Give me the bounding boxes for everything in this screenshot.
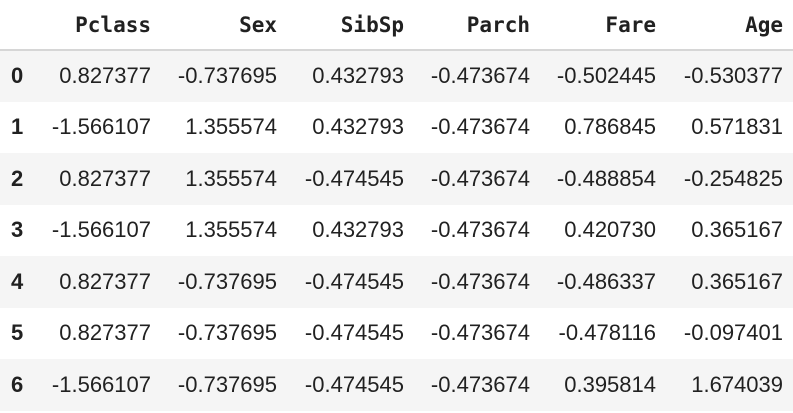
table-row: 3 -1.566107 1.355574 0.432793 -0.473674 … [0,205,793,257]
cell-parch: -0.473674 [430,371,530,397]
cell-fare: -0.478116 [558,320,656,346]
row-index: 0 [11,63,24,89]
cell-sibsp: 0.432793 [312,217,404,243]
header-sibsp: SibSp [287,0,414,51]
cell-sex: -0.737695 [177,268,277,294]
cell-pclass: -1.566107 [51,371,151,397]
cell-sex: -0.737695 [177,371,277,397]
cell-age: -0.254825 [683,165,783,191]
cell-pclass: 0.827377 [59,320,151,346]
cell-sibsp: -0.474545 [304,371,404,397]
header-age: Age [666,0,793,51]
cell-sibsp: -0.474545 [304,165,404,191]
cell-pclass: -1.566107 [51,217,151,243]
row-index: 3 [11,217,24,243]
cell-sibsp: 0.432793 [312,63,404,89]
table-body: 0 0.827377 -0.737695 0.432793 -0.473674 … [0,50,793,411]
table-row: 6 -1.566107 -0.737695 -0.474545 -0.47367… [0,359,793,411]
cell-fare: -0.502445 [556,63,656,89]
cell-fare: 0.420730 [564,217,656,243]
cell-age: 0.365167 [691,217,783,243]
cell-parch: -0.473674 [430,320,530,346]
cell-sibsp: 0.432793 [312,114,404,140]
cell-age: 1.674039 [691,371,783,397]
cell-fare: 0.395814 [564,371,656,397]
table-row: 1 -1.566107 1.355574 0.432793 -0.473674 … [0,102,793,154]
row-index: 4 [11,268,24,294]
cell-fare: -0.488854 [556,165,656,191]
cell-fare: 0.786845 [564,114,656,140]
cell-age: -0.097401 [683,320,783,346]
cell-parch: -0.473674 [430,217,530,243]
row-index: 6 [11,371,24,397]
header-parch: Parch [414,0,540,51]
cell-age: -0.530377 [683,63,783,89]
table-header: Pclass Sex SibSp Parch Fare Age [0,0,793,51]
cell-age: 0.571831 [691,114,783,140]
cell-sibsp: -0.474545 [304,320,404,346]
cell-sex: 1.355574 [185,114,277,140]
table-row: 0 0.827377 -0.737695 0.432793 -0.473674 … [0,50,793,102]
cell-sex: 1.355574 [185,165,277,191]
header-index [0,0,36,51]
cell-parch: -0.473674 [430,165,530,191]
cell-sex: -0.737695 [177,320,277,346]
table-row: 5 0.827377 -0.737695 -0.474545 -0.473674… [0,308,793,360]
cell-parch: -0.473674 [430,63,530,89]
cell-sex: -0.737695 [177,63,277,89]
cell-age: 0.365167 [691,268,783,294]
row-index: 5 [11,320,24,346]
cell-parch: -0.473674 [430,268,530,294]
table-row: 4 0.827377 -0.737695 -0.474545 -0.473674… [0,256,793,308]
cell-fare: -0.486337 [556,268,656,294]
cell-sibsp: -0.474545 [304,268,404,294]
row-index: 1 [11,114,24,140]
cell-sex: 1.355574 [185,217,277,243]
header-sex: Sex [161,0,287,51]
table-row: 2 0.827377 1.355574 -0.474545 -0.473674 … [0,153,793,205]
cell-pclass: 0.827377 [59,63,151,89]
header-pclass: Pclass [36,0,161,51]
header-fare: Fare [540,0,666,51]
cell-pclass: 0.827377 [59,165,151,191]
header-row: Pclass Sex SibSp Parch Fare Age [0,0,793,51]
cell-pclass: -1.566107 [51,114,151,140]
cell-pclass: 0.827377 [59,268,151,294]
row-index: 2 [11,165,24,191]
cell-parch: -0.473674 [430,114,530,140]
